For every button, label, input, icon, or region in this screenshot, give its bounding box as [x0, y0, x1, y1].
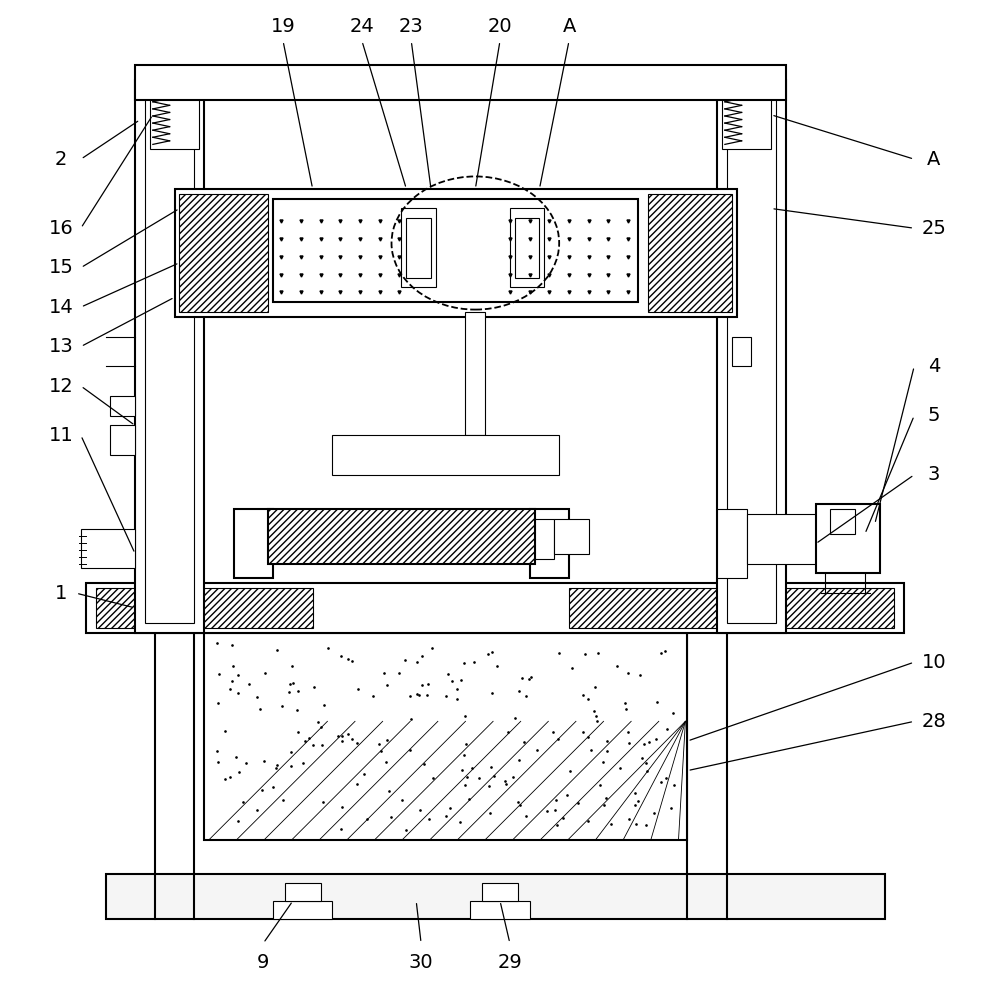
Text: 24: 24	[350, 17, 374, 36]
Text: 29: 29	[497, 953, 522, 972]
Bar	[535, 519, 554, 559]
Bar	[717, 509, 747, 579]
Text: 2: 2	[55, 149, 67, 169]
Text: 10: 10	[922, 653, 946, 672]
Text: 13: 13	[49, 337, 74, 356]
Bar	[732, 336, 751, 366]
Text: 14: 14	[49, 298, 74, 316]
Bar	[179, 194, 268, 313]
Text: 3: 3	[928, 465, 940, 485]
Bar	[106, 874, 885, 919]
Text: 25: 25	[922, 219, 946, 237]
Bar	[830, 509, 855, 534]
Text: A: A	[562, 17, 576, 36]
Bar	[86, 584, 904, 633]
Bar	[406, 219, 431, 278]
Bar	[569, 588, 894, 628]
Text: 23: 23	[399, 17, 424, 36]
Bar	[135, 65, 786, 100]
Bar	[401, 209, 436, 288]
Bar	[273, 199, 638, 303]
Bar	[96, 588, 313, 628]
Text: 16: 16	[49, 219, 74, 237]
Bar	[175, 189, 737, 317]
Bar	[273, 901, 332, 919]
Text: 1: 1	[55, 584, 67, 602]
Bar	[332, 435, 559, 475]
Bar	[717, 80, 786, 633]
Text: 4: 4	[928, 357, 940, 376]
Text: 30: 30	[409, 953, 433, 972]
Text: 12: 12	[49, 377, 74, 396]
Bar	[81, 529, 135, 569]
Bar	[515, 219, 539, 278]
Bar	[747, 514, 816, 564]
Bar	[510, 209, 544, 288]
Bar	[530, 509, 569, 579]
Text: 11: 11	[49, 426, 74, 445]
Bar	[145, 90, 194, 623]
Bar	[285, 883, 321, 901]
Bar	[482, 883, 518, 901]
Bar	[554, 519, 589, 554]
Text: 5: 5	[928, 406, 940, 425]
Bar	[110, 396, 135, 415]
Bar	[234, 509, 273, 579]
Text: 9: 9	[257, 953, 269, 972]
Bar	[110, 425, 135, 455]
Text: 15: 15	[49, 258, 74, 277]
Text: 28: 28	[922, 712, 946, 731]
Bar	[648, 194, 732, 313]
Bar	[268, 509, 535, 564]
Text: A: A	[927, 149, 941, 169]
Bar	[816, 504, 880, 574]
Bar	[727, 90, 776, 623]
Bar	[204, 633, 687, 840]
Bar	[135, 80, 204, 633]
Text: 19: 19	[271, 17, 295, 36]
Bar	[465, 313, 485, 435]
Text: 20: 20	[488, 17, 512, 36]
Bar	[150, 90, 199, 149]
Bar	[722, 90, 771, 149]
Bar	[470, 901, 530, 919]
